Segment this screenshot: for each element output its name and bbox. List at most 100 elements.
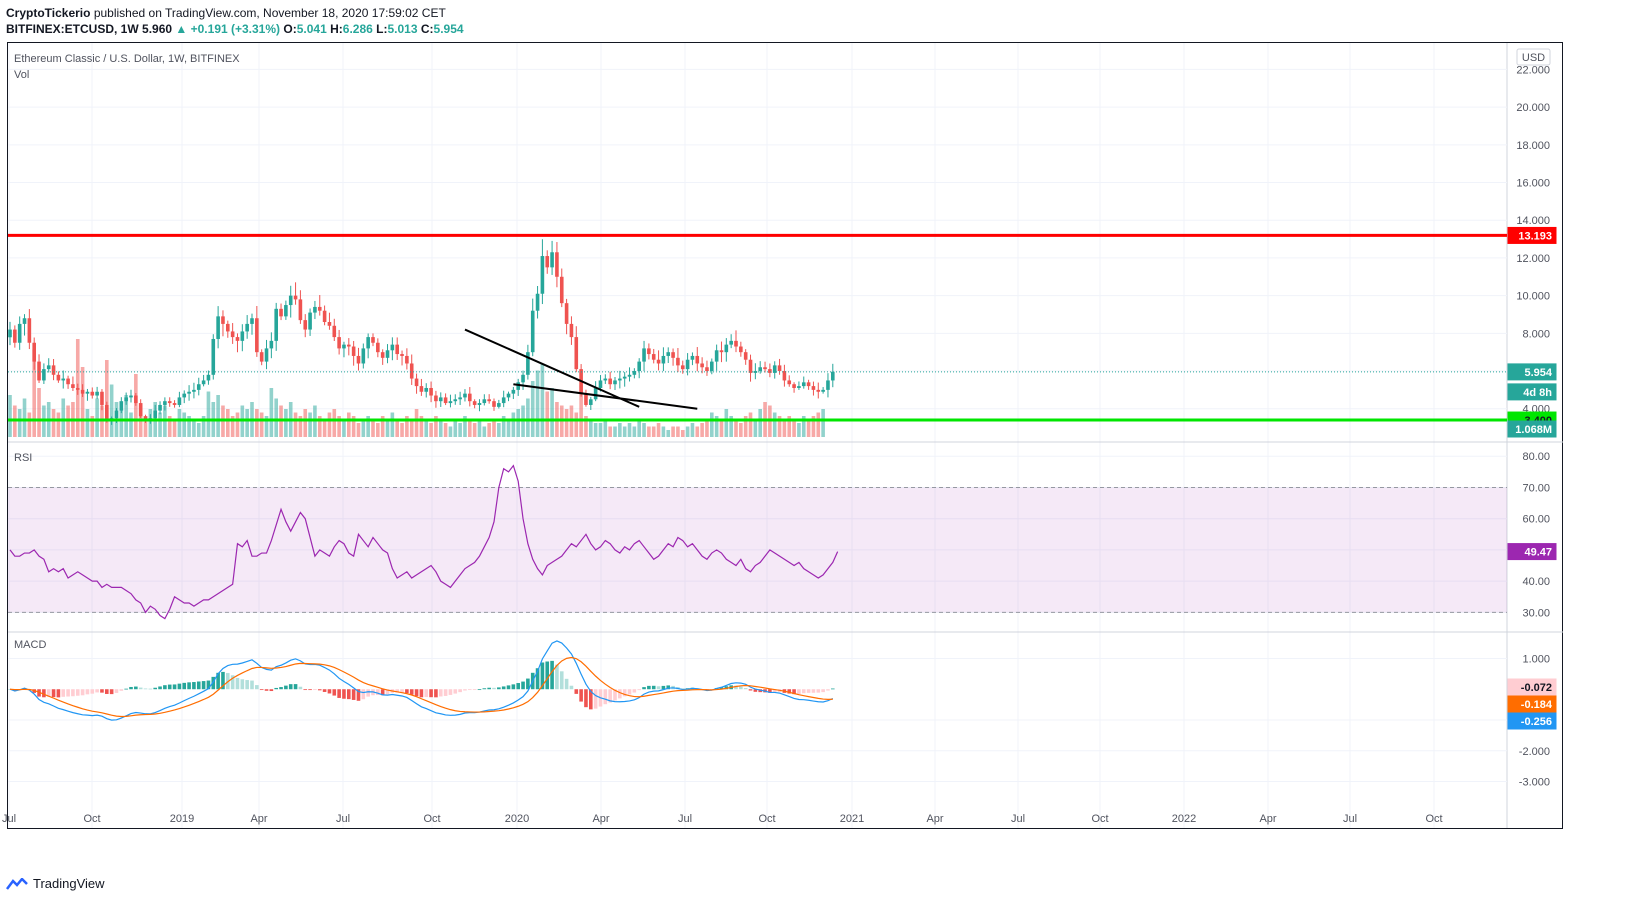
candle-body (250, 318, 254, 324)
volume-bar (748, 412, 753, 437)
macd-histogram-bar (216, 672, 220, 690)
macd-histogram-bar (574, 689, 579, 694)
candle-body (550, 252, 554, 268)
macd-histogram-bar (279, 687, 283, 690)
macd-histogram-bar (235, 677, 240, 690)
macd-line-label-box (1507, 712, 1557, 730)
volume-bar (167, 416, 172, 437)
footer-brand[interactable]: TradingView (6, 876, 105, 891)
chart-frame (7, 42, 1563, 829)
macd-histogram-bar (734, 685, 738, 690)
macd-histogram-bar (453, 689, 458, 694)
volume-bar (719, 419, 724, 437)
candle-body (589, 399, 593, 405)
volume-bar (419, 416, 424, 437)
price-tick-label: 12.000 (1516, 253, 1550, 265)
volume-bar (424, 419, 429, 437)
volume-bar (656, 423, 661, 437)
candle-body (172, 403, 177, 405)
macd-histogram-bar (743, 688, 748, 690)
volume-bar (361, 419, 366, 437)
x-tick-label: 2019 (170, 813, 194, 825)
candle-body (366, 337, 370, 349)
macd-histogram-bar (564, 678, 569, 690)
macd-histogram-bar (492, 687, 496, 690)
macd-histogram-bar (593, 689, 598, 709)
volume-bar (395, 419, 399, 437)
macd-histogram-bar (245, 680, 249, 690)
price-tick-label: 16.000 (1516, 178, 1550, 190)
volume-bar (95, 398, 99, 437)
macd-histogram-bar (719, 687, 724, 690)
macd-histogram-bar (163, 685, 167, 690)
macd-histogram-bar (526, 678, 530, 690)
candle-body (95, 391, 99, 396)
candle-body (463, 393, 467, 398)
candle-body (134, 395, 138, 404)
macd-histogram-bar (680, 688, 685, 690)
macd-histogram-bar (521, 681, 525, 690)
macd-histogram-bar (269, 689, 274, 692)
change-triangle-icon: ▲ (175, 22, 188, 36)
volume-bar (579, 384, 583, 437)
volume-bar (753, 419, 758, 437)
volume-bar (782, 419, 787, 437)
volume-bar (574, 412, 579, 437)
macd-histogram-bar (424, 689, 429, 698)
volume-label: Vol (14, 69, 29, 81)
ohlc-line: BITFINEX:ETCUSD, 1W 5.960 ▲ +0.191 (+3.3… (6, 22, 464, 36)
macd-histogram-bar (811, 689, 816, 693)
candle-body (259, 352, 264, 362)
macd-histogram-bar (61, 689, 66, 697)
volume-bar (51, 409, 56, 437)
candle-body (37, 361, 41, 381)
macd-histogram-bar (637, 689, 641, 691)
volume-bar (414, 409, 419, 437)
volume-bar (680, 430, 685, 437)
x-tick-label: Jul (1011, 813, 1025, 825)
currency-button[interactable] (1516, 48, 1551, 66)
candle-body (530, 310, 535, 353)
candle-body (700, 363, 704, 368)
x-tick-label: Jul (1343, 813, 1357, 825)
candle-body (288, 295, 293, 306)
volume-bar (351, 416, 356, 437)
macd-histogram-bar (143, 688, 148, 690)
macd-histogram-bar (255, 685, 259, 690)
x-tick-label: 2021 (840, 813, 864, 825)
candle-body (235, 337, 240, 341)
candle-body (526, 352, 530, 375)
candle-body (153, 410, 157, 419)
candle-body (816, 389, 821, 392)
volume-bar (27, 412, 32, 437)
candle-body (438, 397, 443, 402)
candle-body (380, 352, 385, 358)
candles[interactable] (8, 239, 835, 425)
volume-bar (806, 419, 811, 437)
volume-bar (821, 409, 825, 437)
candle-body (42, 369, 46, 381)
volume-bar (516, 409, 520, 437)
candle-body (772, 365, 777, 373)
macd-histogram-bar (75, 689, 80, 696)
volume-bar (293, 412, 298, 437)
open-value: 5.041 (296, 22, 327, 36)
macd-histogram-bar (400, 689, 404, 693)
macd-histogram-bar (579, 689, 583, 702)
macd-histogram-bar (211, 676, 216, 690)
candle-body (308, 312, 312, 330)
volume-bar (206, 391, 211, 437)
author-name[interactable]: CryptoTickerio (6, 6, 91, 20)
volume-bar (61, 398, 66, 437)
volume-bar (637, 419, 641, 437)
candle-body (671, 352, 675, 358)
candle-body (618, 378, 622, 381)
macd-histogram-bar (259, 689, 264, 691)
macd-title: MACD (14, 639, 46, 651)
open-label: O: (283, 22, 297, 36)
candle-body (187, 391, 191, 394)
candle-body (448, 401, 453, 404)
macd-histogram-bar (647, 685, 651, 690)
candle-body (647, 348, 651, 355)
